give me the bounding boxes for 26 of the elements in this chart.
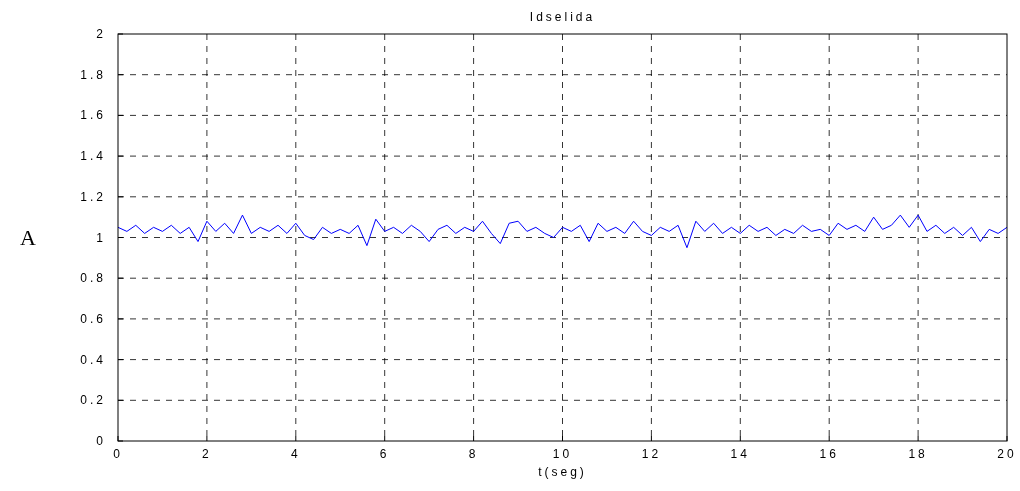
- y-tick-label: 1.6: [80, 108, 106, 123]
- y-tick-label: 2: [96, 27, 106, 41]
- x-tick-label: 6: [379, 447, 390, 461]
- x-tick-label: 0: [113, 447, 123, 461]
- y-tick-label: 0.2: [80, 393, 106, 408]
- x-axis-title: t(seg): [538, 465, 587, 479]
- x-tick-label: 2: [202, 447, 212, 461]
- x-tick-label: 18: [908, 447, 928, 461]
- y-tick-label: 1: [96, 230, 106, 245]
- chart-title: Idselida: [529, 10, 596, 24]
- x-tick-label: 20: [997, 447, 1017, 461]
- x-tick-label: 4: [290, 447, 301, 461]
- x-tick-label: 10: [552, 447, 573, 461]
- y-tick-label: 0.6: [80, 311, 106, 326]
- line-series: [117, 214, 1008, 249]
- y-tick-label: 0: [96, 434, 106, 448]
- x-tick-label: 8: [468, 447, 479, 461]
- y-axis-title: A: [20, 224, 36, 250]
- y-tick-label: 0.8: [80, 271, 106, 286]
- x-tick-label: 14: [730, 447, 750, 461]
- y-tick-label: 1.8: [80, 67, 106, 82]
- y-tick-label: 1.2: [80, 189, 106, 204]
- y-tick-label: 1.4: [80, 149, 106, 164]
- x-tick-label: 12: [641, 447, 662, 461]
- x-tick-label: 16: [819, 447, 839, 461]
- y-tick-label: 0.4: [80, 352, 106, 367]
